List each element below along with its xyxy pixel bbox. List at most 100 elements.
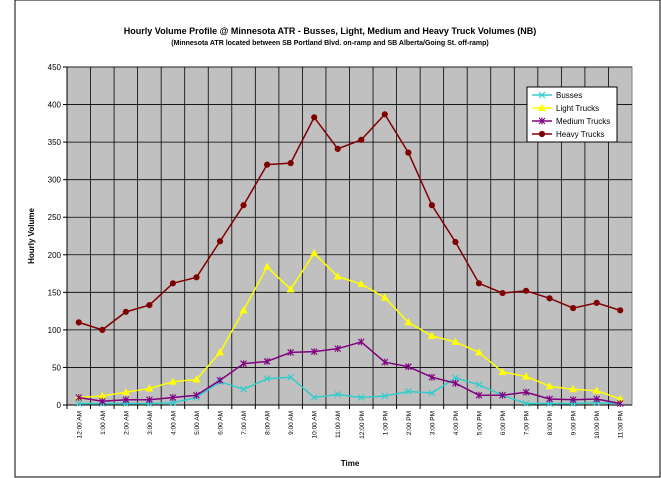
y-tick-label: 300: [48, 176, 62, 185]
x-tick-label: 5:00 AM: [194, 411, 201, 435]
marker: [357, 279, 366, 288]
marker: [287, 160, 294, 167]
marker: [522, 400, 530, 407]
marker: [357, 394, 365, 401]
x-tick-label: 6:00 PM: [500, 411, 507, 435]
marker: [145, 384, 154, 392]
marker: [193, 391, 200, 399]
marker: [404, 388, 412, 395]
x-tick-label: 1:00 AM: [100, 411, 107, 435]
marker: [452, 238, 459, 246]
x-axis-label: Time: [341, 459, 360, 468]
series-line: [78, 341, 621, 405]
marker: [311, 114, 318, 121]
marker: [616, 399, 624, 407]
x-tick-label: 4:00 PM: [453, 411, 460, 435]
chart-subtitle: (Minnesota ATR located between SB Portla…: [171, 40, 488, 47]
marker: [146, 302, 153, 309]
marker: [75, 400, 83, 407]
marker: [286, 285, 295, 293]
marker: [404, 363, 412, 371]
marker: [240, 385, 247, 393]
x-tick-label: 3:00 PM: [429, 411, 436, 435]
marker: [168, 377, 177, 385]
marker: [499, 289, 506, 297]
x-tick-label: 9:00 AM: [288, 411, 295, 435]
series-line: [78, 113, 621, 331]
y-tick-label: 50: [52, 363, 61, 372]
legend-marker: [538, 130, 546, 138]
marker: [263, 375, 271, 383]
legend-label: Medium Trucks: [556, 117, 610, 126]
marker: [358, 136, 365, 143]
y-tick-label: 0: [57, 401, 62, 410]
marker: [428, 202, 435, 209]
marker: [333, 272, 342, 280]
x-tick-label: 8:00 PM: [547, 411, 554, 435]
marker: [310, 348, 318, 356]
marker: [546, 295, 553, 302]
marker: [264, 161, 271, 168]
marker: [593, 299, 600, 306]
y-tick-label: 250: [48, 213, 62, 222]
y-tick-label: 450: [48, 63, 62, 72]
marker: [593, 395, 601, 403]
marker: [475, 391, 483, 399]
marker: [146, 396, 153, 404]
marker: [499, 391, 506, 399]
marker: [121, 388, 130, 396]
marker: [381, 392, 389, 400]
marker: [617, 307, 624, 314]
marker: [380, 293, 389, 301]
x-tick-label: 5:00 PM: [476, 411, 483, 435]
marker: [263, 262, 272, 270]
chart-title: Hourly Volume Profile @ Minnesota ATR - …: [124, 26, 537, 36]
marker: [98, 397, 106, 405]
marker: [475, 381, 483, 389]
marker: [287, 348, 295, 356]
x-tick-label: 4:00 AM: [170, 411, 177, 435]
marker: [216, 376, 224, 384]
x-tick-label: 11:00 AM: [335, 411, 342, 438]
marker: [357, 338, 365, 346]
legend-marker: [538, 117, 546, 125]
marker: [545, 382, 554, 390]
marker: [334, 345, 342, 353]
legend-label: Busses: [556, 91, 582, 100]
x-tick-label: 9:00 PM: [571, 411, 578, 435]
y-tick-label: 200: [48, 251, 62, 260]
marker: [475, 280, 483, 287]
marker: [216, 238, 224, 245]
marker: [192, 375, 201, 383]
x-tick-label: 10:00 AM: [312, 411, 319, 438]
marker: [239, 306, 248, 314]
x-tick-label: 11:00 PM: [618, 411, 625, 438]
y-tick-label: 150: [48, 288, 62, 297]
series-line: [78, 252, 621, 400]
marker: [546, 395, 553, 403]
marker: [122, 308, 129, 315]
x-tick-label: 2:00 AM: [123, 411, 130, 435]
legend-marker: [538, 91, 546, 99]
marker: [427, 331, 436, 339]
marker: [215, 348, 225, 356]
marker: [287, 373, 295, 381]
x-tick-label: 12:00 AM: [76, 411, 83, 438]
x-tick-label: 12:00 PM: [359, 411, 366, 439]
x-tick-label: 7:00 AM: [241, 411, 248, 435]
x-tick-label: 10:00 PM: [594, 411, 601, 439]
marker: [428, 389, 436, 397]
marker: [474, 348, 484, 356]
y-tick-label: 100: [48, 326, 62, 335]
y-axis-label: Hourly Volume: [27, 208, 36, 264]
marker: [381, 358, 389, 366]
marker: [405, 149, 412, 156]
marker: [310, 394, 318, 401]
x-tick-label: 7:00 PM: [524, 411, 531, 435]
marker: [404, 318, 413, 326]
marker: [263, 357, 271, 365]
x-tick-label: 6:00 AM: [218, 411, 225, 435]
marker: [240, 360, 247, 368]
marker: [169, 399, 177, 407]
